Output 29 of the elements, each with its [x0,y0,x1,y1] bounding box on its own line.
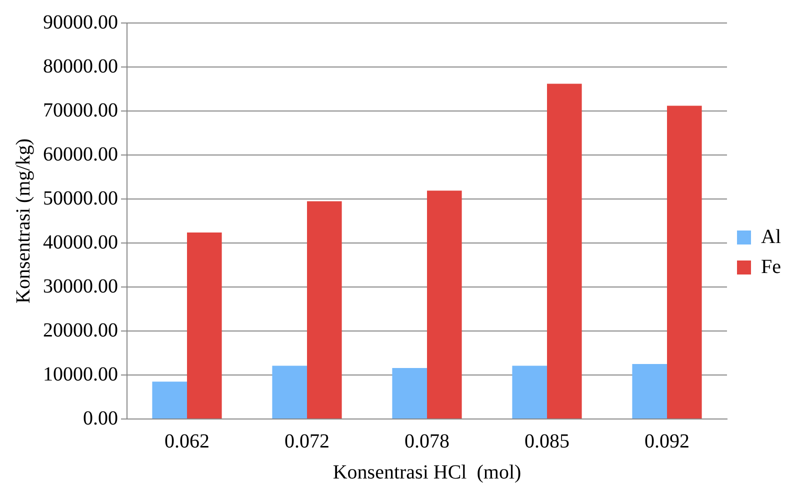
y-tick-label: 80000.00 [43,55,118,78]
y-tick-label: 70000.00 [43,99,118,122]
bar [187,232,222,418]
legend-label: Fe [761,256,782,278]
y-tick-label: 0.00 [83,407,118,430]
bar [272,366,307,418]
x-tick-label: 0.072 [284,430,330,452]
y-tick-label: 10000.00 [43,363,118,386]
x-tick-label: 0.062 [164,430,210,452]
bar [512,366,547,418]
x-tick-label: 0.078 [404,430,450,452]
y-tick-label: 30000.00 [43,275,118,298]
bar [427,190,462,418]
bar [667,106,702,418]
y-tick-label: 40000.00 [43,231,118,254]
y-tick-label: 50000.00 [43,187,118,210]
y-tick-label: 60000.00 [43,143,118,166]
x-axis-title: Konsentrasi HCl (mol) [332,461,522,484]
bar [307,201,342,418]
y-tick-label: 90000.00 [43,11,118,34]
bar [632,364,667,418]
x-tick-label: 0.085 [524,430,570,452]
x-tick-label: 0.092 [644,430,690,452]
bar [392,368,427,418]
bar [547,84,582,418]
y-tick-label: 20000.00 [43,319,118,342]
bar [152,382,187,418]
y-axis-title: Konsentrasi (mg/kg) [12,138,34,304]
legend-label: Al [761,226,782,248]
